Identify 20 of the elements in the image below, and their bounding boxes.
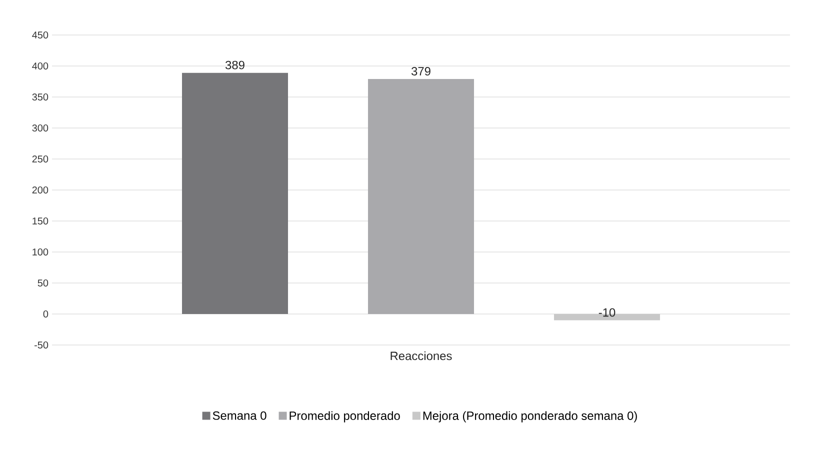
y-tick-label: 100 <box>32 248 48 256</box>
y-tick-label: 200 <box>32 186 48 194</box>
y-tick-label: 350 <box>32 93 48 101</box>
data-label: 389 <box>225 60 244 70</box>
legend-label: Promedio ponderado <box>290 411 400 422</box>
data-label: -10 <box>598 308 616 317</box>
bar <box>368 79 474 314</box>
bar <box>182 72 288 314</box>
y-tick-label: 250 <box>32 155 48 163</box>
legend-label: Semana 0 <box>212 411 266 420</box>
y-tick-label: 450 <box>32 31 48 39</box>
y-tick-label: 150 <box>32 217 48 225</box>
y-tick-label: 300 <box>32 124 48 132</box>
x-axis-title: Reacciones <box>390 351 452 360</box>
y-tick-label: 0 <box>43 310 48 318</box>
data-label: 379 <box>411 67 430 76</box>
y-tick-label: -50 <box>34 341 48 349</box>
y-tick-label: 50 <box>38 279 48 287</box>
legend-label: Mejora (Promedio ponderado semana 0) <box>423 411 637 422</box>
y-tick-label: 400 <box>32 62 48 70</box>
